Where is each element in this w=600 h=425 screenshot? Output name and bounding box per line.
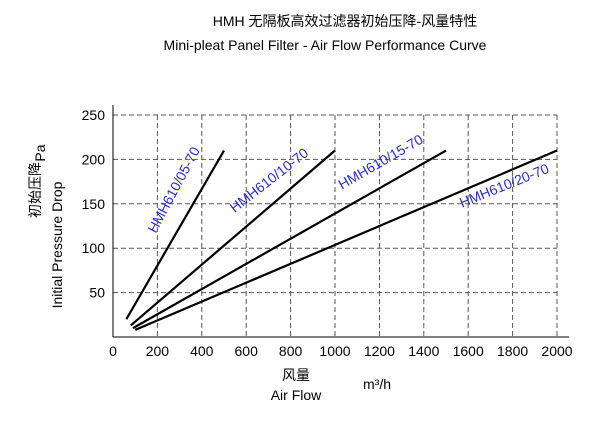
x-tick-label: 600 <box>235 343 259 359</box>
y-tick-label: 100 <box>82 240 106 256</box>
chart-subtitle: Mini-pleat Panel Filter - Air Flow Perfo… <box>164 37 487 53</box>
x-tick-label: 1800 <box>497 343 528 359</box>
x-tick-label: 2000 <box>541 343 572 359</box>
x-tick-label: 1200 <box>364 343 395 359</box>
x-tick-label: 0 <box>109 343 117 359</box>
y-tick-label: 50 <box>89 285 105 301</box>
y-label-cn: 初始压降 <box>27 162 43 218</box>
x-label-cn: 风量 <box>282 367 310 383</box>
x-tick-label: 400 <box>190 343 214 359</box>
x-tick-label: 800 <box>279 343 303 359</box>
x-tick-label: 200 <box>146 343 170 359</box>
series-line-hmh610-15-70 <box>132 149 447 330</box>
y-label: Initial Pressure Drop <box>49 181 65 308</box>
series-label: HMH610/20-70 <box>457 160 551 210</box>
x-label: Air Flow <box>271 387 322 403</box>
series-label: HMH610/15-70 <box>335 131 425 192</box>
series-line-hmh610-20-70 <box>134 149 558 331</box>
series-lines <box>125 149 558 331</box>
series-line-hmh610-10-70 <box>130 149 336 327</box>
y-unit: Pa <box>32 144 48 161</box>
chart-title: HMH 无隔板高效过滤器初始压降-风量特性 <box>213 13 477 29</box>
series-label: HMH610/10-70 <box>227 144 312 215</box>
series-label: HMH610/05-70 <box>144 144 203 236</box>
y-tick-label: 250 <box>82 107 106 123</box>
y-tick-label: 200 <box>82 151 106 167</box>
x-tick-label: 1000 <box>319 343 350 359</box>
y-tick-label: 150 <box>82 196 106 212</box>
grid <box>113 114 558 337</box>
tick-labels: 0 200 400 600 800 1000 1200 1400 1600 1800 2000 50 1… <box>82 107 573 359</box>
x-unit: m³/h <box>363 376 391 392</box>
series-line-hmh610-05-70 <box>125 149 225 320</box>
x-tick-label: 1400 <box>408 343 439 359</box>
x-tick-label: 1600 <box>453 343 484 359</box>
